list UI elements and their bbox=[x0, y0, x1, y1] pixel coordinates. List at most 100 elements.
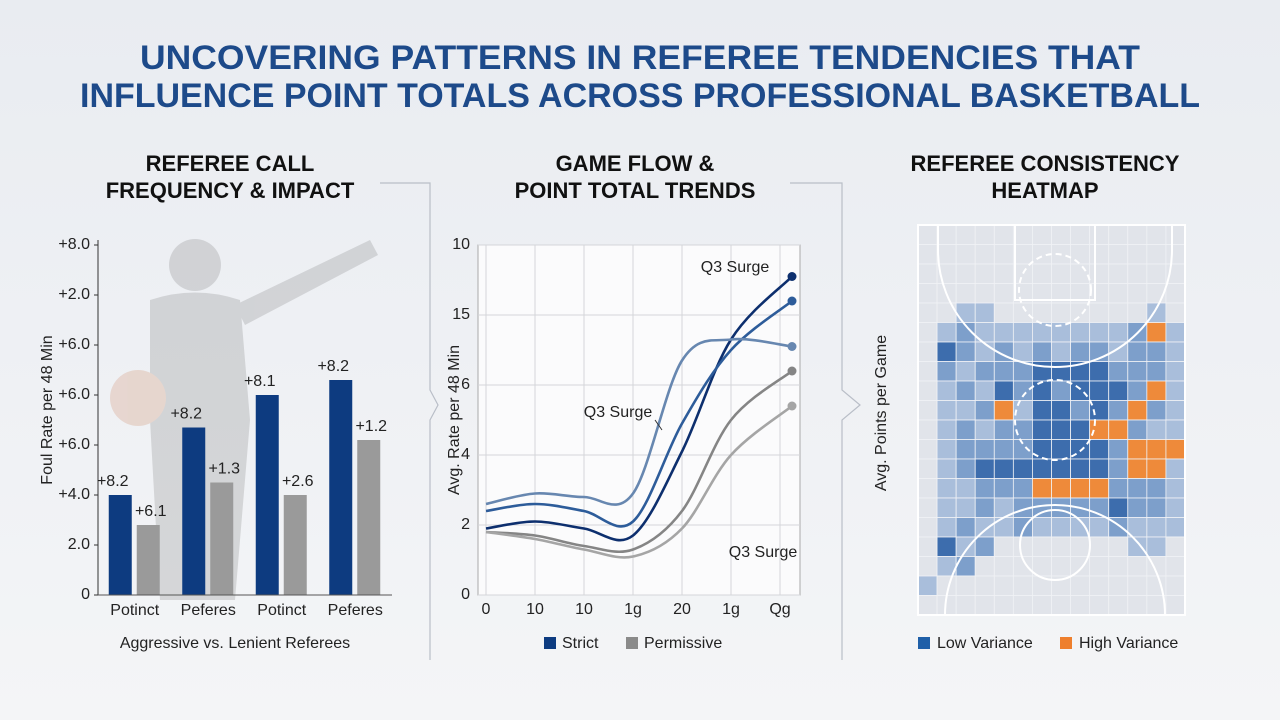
end-point bbox=[787, 272, 797, 281]
bar-label: +1.3 bbox=[208, 461, 240, 478]
divider bbox=[380, 182, 439, 660]
y-tick-label: 2 bbox=[461, 516, 470, 533]
heat-cell bbox=[955, 380, 976, 401]
x-tick-label: Peferes bbox=[328, 602, 383, 619]
heat-cell bbox=[917, 536, 938, 557]
heat-cell bbox=[955, 302, 976, 323]
heat-cell bbox=[1146, 497, 1167, 518]
heat-cell bbox=[1127, 419, 1148, 440]
heat-cell bbox=[974, 341, 995, 362]
heat-cell bbox=[917, 380, 938, 401]
panel-title: FREQUENCY & IMPACT bbox=[106, 178, 355, 203]
heat-cell bbox=[917, 556, 938, 577]
bar bbox=[357, 440, 381, 595]
heat-cell bbox=[993, 302, 1014, 323]
heat-cell bbox=[917, 263, 938, 284]
heat-cell bbox=[1089, 244, 1110, 265]
heat-cell bbox=[1032, 595, 1052, 616]
heat-cell bbox=[917, 575, 938, 596]
heat-cell bbox=[1089, 556, 1110, 577]
legend-label: Low Variance bbox=[937, 635, 1033, 652]
heat-cell bbox=[1012, 341, 1033, 362]
heat-cell bbox=[1032, 224, 1052, 245]
heat-cell bbox=[917, 419, 938, 440]
heat-cell bbox=[993, 595, 1014, 616]
heat-cell bbox=[1089, 302, 1110, 323]
heat-cell bbox=[1165, 380, 1186, 401]
heat-cell bbox=[1051, 556, 1071, 577]
x-axis-label: Aggressive vs. Lenient Referees bbox=[120, 635, 350, 652]
heat-cell bbox=[1108, 595, 1129, 616]
heat-cell bbox=[974, 244, 995, 265]
heat-cell bbox=[993, 244, 1014, 265]
heat-cell bbox=[1108, 478, 1129, 499]
heat-cell bbox=[1108, 302, 1129, 323]
heat-cell bbox=[1146, 458, 1167, 479]
heat-cell bbox=[974, 380, 995, 401]
heat-cell bbox=[1012, 322, 1033, 343]
heat-cell bbox=[974, 575, 995, 596]
end-point bbox=[787, 366, 797, 376]
heat-cell bbox=[1146, 400, 1167, 421]
heat-cell bbox=[974, 497, 995, 518]
y-tick-label: +4.0 bbox=[58, 486, 90, 503]
heat-cell bbox=[1051, 458, 1071, 479]
bar bbox=[329, 380, 353, 595]
heat-cell bbox=[1165, 556, 1186, 577]
heat-cell bbox=[955, 536, 976, 557]
heat-cell bbox=[955, 458, 976, 479]
heat-cell bbox=[1070, 536, 1091, 557]
bar bbox=[108, 495, 132, 595]
silhouette-head bbox=[169, 239, 221, 291]
heat-cell bbox=[1165, 478, 1186, 499]
heat-cell bbox=[1070, 263, 1091, 284]
heat-cell bbox=[1108, 556, 1129, 577]
heat-cell bbox=[993, 283, 1014, 304]
line-series bbox=[485, 299, 793, 528]
y-tick-label: 10 bbox=[452, 236, 470, 253]
three-point-arc bbox=[937, 225, 1173, 368]
heat-cell bbox=[1070, 244, 1091, 265]
court-key bbox=[1014, 225, 1096, 301]
heat-cell bbox=[1089, 322, 1110, 343]
heat-cell bbox=[1127, 380, 1148, 401]
main-title: INFLUENCE POINT TOTALS ACROSS PROFESSION… bbox=[80, 77, 1200, 115]
heat-cell bbox=[1089, 380, 1110, 401]
bar bbox=[136, 525, 160, 595]
heat-cell bbox=[1070, 575, 1091, 596]
heat-cell bbox=[1146, 439, 1167, 460]
heat-cell bbox=[993, 575, 1014, 596]
court-outline bbox=[917, 224, 1186, 616]
heat-cell bbox=[1012, 575, 1033, 596]
heat-cell bbox=[1089, 439, 1110, 460]
heat-cell bbox=[917, 283, 938, 304]
heat-cell bbox=[1051, 497, 1071, 518]
x-tick-label: 0 bbox=[482, 601, 491, 618]
heat-cell bbox=[917, 341, 938, 362]
heat-cell bbox=[1165, 497, 1186, 518]
heat-cell bbox=[936, 224, 957, 245]
heat-cell bbox=[993, 361, 1014, 382]
heat-cell bbox=[1127, 283, 1148, 304]
heat-cell bbox=[1051, 361, 1071, 382]
heat-cell bbox=[1012, 380, 1033, 401]
heat-cell bbox=[1070, 478, 1091, 499]
bar-label: +1.2 bbox=[355, 418, 387, 435]
heat-cell bbox=[1108, 575, 1129, 596]
heat-cell bbox=[1127, 244, 1148, 265]
heat-cell bbox=[1089, 478, 1110, 499]
heat-cell bbox=[1070, 322, 1091, 343]
bar-label: +8.2 bbox=[97, 473, 129, 490]
x-tick-label: 1g bbox=[624, 601, 642, 618]
heat-cell bbox=[1146, 244, 1167, 265]
heat-cell bbox=[1012, 302, 1033, 323]
heat-cell bbox=[1108, 536, 1129, 557]
x-tick-label: 20 bbox=[673, 601, 691, 618]
heat-cell bbox=[1146, 419, 1167, 440]
y-tick-label: 6 bbox=[461, 376, 470, 393]
x-tick-label: Peferes bbox=[181, 602, 236, 619]
heat-cell bbox=[1108, 419, 1129, 440]
heat-cell bbox=[1070, 224, 1091, 245]
free-throw-circle bbox=[1018, 253, 1092, 327]
